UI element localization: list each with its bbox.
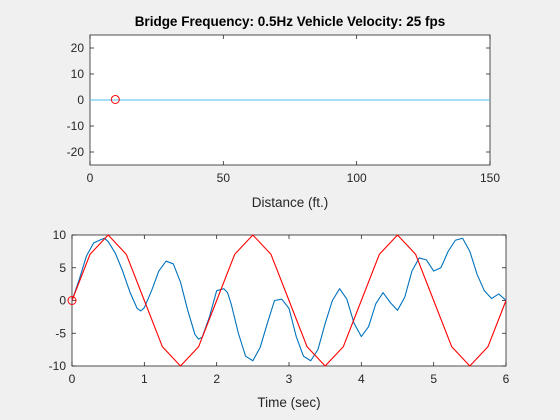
y-tick-label: 10: [53, 228, 67, 242]
x-tick-label: 1: [141, 372, 148, 386]
time-series-line-0: [71, 237, 507, 362]
y-tick-label: 0: [59, 294, 66, 308]
time-position-marker: [67, 296, 77, 305]
x-tick-label: 0: [87, 171, 94, 185]
distance-ticks: 0 50 100 150 -20 -10 0 10 20: [67, 35, 500, 185]
x-tick-label: 5: [430, 372, 437, 386]
x-tick-label: 50: [217, 171, 231, 185]
chart-title: Bridge Frequency: 0.5Hz Vehicle Velocity…: [135, 14, 446, 29]
y-tick-label: 20: [71, 41, 85, 55]
y-tick-label: 10: [71, 67, 85, 81]
y-tick-label: -10: [67, 119, 85, 133]
distance-axes: Bridge Frequency: 0.5Hz Vehicle Velocity…: [67, 14, 501, 210]
distance-x-axis-label: Distance (ft.): [252, 195, 329, 210]
distance-position-marker: [110, 94, 120, 104]
x-tick-label: 2: [213, 372, 220, 386]
time-series-line-1: [71, 234, 507, 367]
time-x-axis-label: Time (sec): [257, 395, 320, 410]
x-tick-label: 6: [503, 372, 510, 386]
time-axes: 0 1 2 3 4 5 6 -10 -5 0 5 10 Time (sec): [49, 228, 510, 410]
x-tick-label: 100: [347, 171, 367, 185]
y-tick-label: -20: [67, 145, 85, 159]
x-tick-label: 4: [358, 372, 365, 386]
x-tick-label: 150: [480, 171, 500, 185]
time-plot: [67, 234, 507, 367]
distance-plot: [90, 94, 490, 104]
y-tick-label: -5: [55, 326, 66, 340]
y-tick-label: 5: [59, 261, 66, 275]
y-tick-label: -10: [49, 359, 67, 373]
y-tick-label: 0: [77, 93, 84, 107]
x-tick-label: 0: [69, 372, 76, 386]
x-tick-label: 3: [286, 372, 293, 386]
time-ticks: 0 1 2 3 4 5 6 -10 -5 0 5 10: [49, 228, 510, 386]
